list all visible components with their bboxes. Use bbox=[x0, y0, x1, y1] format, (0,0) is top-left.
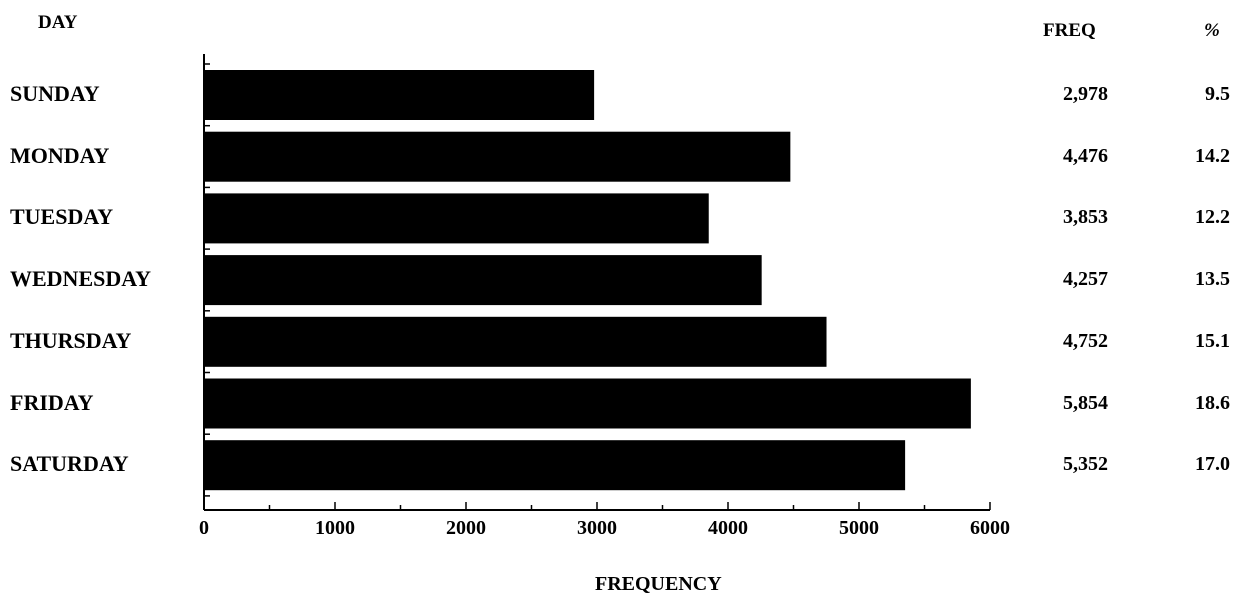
percentage-value: 13.5 bbox=[1195, 268, 1230, 291]
x-tick-label: 1000 bbox=[315, 517, 355, 539]
x-tick-label: 6000 bbox=[970, 517, 1010, 539]
category-label: TUESDAY bbox=[10, 204, 114, 230]
day-column-header: DAY bbox=[38, 12, 78, 33]
frequency-value: 4,476 bbox=[1063, 144, 1108, 167]
bar-saturday bbox=[204, 440, 906, 491]
x-tick-label: 5000 bbox=[839, 517, 879, 539]
category-label: WEDNESDAY bbox=[10, 266, 152, 292]
frequency-value: 4,257 bbox=[1063, 268, 1108, 291]
frequency-value: 3,853 bbox=[1063, 206, 1108, 229]
percentage-value: 15.1 bbox=[1195, 329, 1230, 352]
frequency-value: 5,352 bbox=[1063, 453, 1108, 476]
percentage-value: 12.2 bbox=[1195, 206, 1230, 229]
x-tick-label: 4000 bbox=[708, 517, 748, 539]
x-axis-title: FREQUENCY bbox=[595, 573, 722, 595]
x-tick-label: 3000 bbox=[577, 517, 617, 539]
category-label: FRIDAY bbox=[10, 389, 94, 415]
bar-sunday bbox=[204, 70, 595, 120]
x-tick-label: 0 bbox=[199, 517, 209, 539]
percentage-value: 14.2 bbox=[1195, 144, 1230, 167]
frequency-value: 2,978 bbox=[1063, 83, 1108, 105]
percentage-value: 18.6 bbox=[1195, 391, 1230, 414]
freq-column-header: FREQ bbox=[1043, 20, 1096, 41]
frequency-value: 4,752 bbox=[1063, 329, 1108, 352]
bar-wednesday bbox=[204, 255, 762, 306]
frequency-value: 5,854 bbox=[1063, 391, 1108, 414]
bar-monday bbox=[204, 131, 791, 182]
bar-tuesday bbox=[204, 193, 709, 244]
category-label: SATURDAY bbox=[10, 451, 129, 477]
category-label: MONDAY bbox=[10, 142, 110, 168]
bar-friday bbox=[204, 378, 971, 429]
percentage-value: 17.0 bbox=[1195, 453, 1230, 476]
category-label: SUNDAY bbox=[10, 81, 100, 106]
x-tick-label: 2000 bbox=[446, 517, 486, 539]
bar-thursday bbox=[204, 316, 827, 367]
category-label: THURSDAY bbox=[10, 327, 132, 353]
percentage-value: 9.5 bbox=[1205, 83, 1230, 105]
pct-column-header: % bbox=[1204, 20, 1220, 41]
